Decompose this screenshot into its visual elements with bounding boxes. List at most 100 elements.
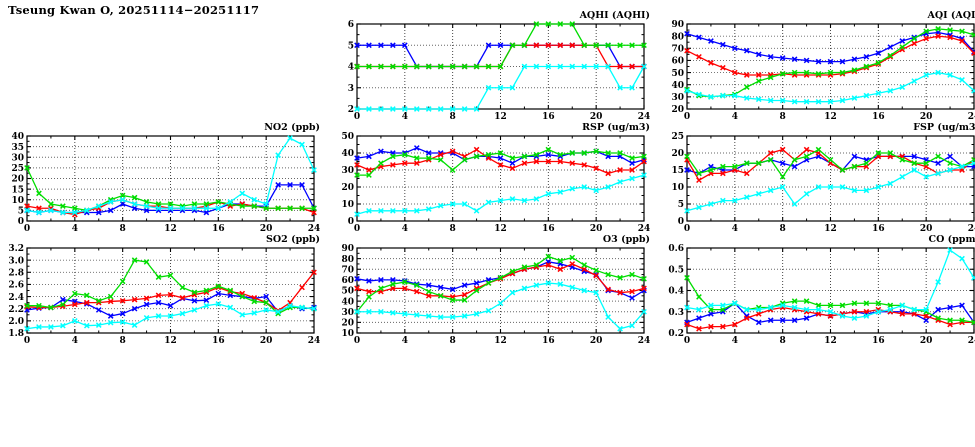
page-title: Tseung Kwan O, 20251114−20251117 bbox=[8, 3, 260, 17]
svg-text:12: 12 bbox=[494, 112, 507, 122]
chart-title-fsp: FSP (ug/m3) bbox=[913, 122, 975, 133]
series-cyan-fsp bbox=[684, 160, 975, 214]
svg-text:40: 40 bbox=[341, 149, 354, 159]
svg-text:20: 20 bbox=[920, 336, 933, 346]
svg-text:16: 16 bbox=[872, 336, 885, 346]
svg-text:90: 90 bbox=[341, 244, 354, 254]
svg-text:0: 0 bbox=[684, 224, 690, 234]
svg-text:4: 4 bbox=[402, 336, 408, 346]
svg-text:40: 40 bbox=[671, 81, 684, 91]
series-cyan-so2 bbox=[24, 301, 317, 332]
svg-text:0: 0 bbox=[18, 217, 24, 227]
svg-text:2.6: 2.6 bbox=[8, 281, 24, 291]
chart-canvas-fsp: 0 5 10 15 20 25 0 4 8 12 16 20 24 bbox=[671, 132, 975, 234]
svg-text:50: 50 bbox=[341, 287, 354, 297]
svg-text:2: 2 bbox=[348, 105, 354, 115]
series-cyan-aqhi bbox=[354, 63, 647, 112]
svg-text:6: 6 bbox=[348, 20, 354, 30]
svg-text:2.0: 2.0 bbox=[8, 317, 24, 327]
svg-text:40: 40 bbox=[11, 132, 24, 142]
svg-text:20: 20 bbox=[341, 183, 354, 193]
svg-text:8: 8 bbox=[120, 336, 126, 346]
svg-text:0.6: 0.6 bbox=[668, 244, 684, 254]
svg-text:8: 8 bbox=[120, 224, 126, 234]
svg-text:16: 16 bbox=[542, 224, 555, 234]
series-red-aqi bbox=[684, 33, 975, 78]
svg-text:2.8: 2.8 bbox=[8, 268, 24, 278]
svg-text:20: 20 bbox=[341, 319, 354, 329]
svg-text:12: 12 bbox=[494, 336, 507, 346]
svg-text:0.4: 0.4 bbox=[668, 287, 684, 297]
svg-text:16: 16 bbox=[542, 112, 555, 122]
chart-canvas-so2: 1.8 2.0 2.2 2.4 2.6 2.8 3.0 3.2 0 4 8 12 16 20 24 bbox=[8, 244, 321, 346]
chart-title-aqi: AQI (AQI) bbox=[927, 10, 975, 21]
chart-panel-no2: NO2 (ppb) 0 5 10 15 20 25 30 35 40 0 4 8 12 16 20 24 bbox=[0, 122, 330, 234]
svg-text:20: 20 bbox=[260, 224, 273, 234]
svg-text:12: 12 bbox=[164, 224, 177, 234]
svg-text:15: 15 bbox=[11, 185, 24, 195]
svg-text:24: 24 bbox=[308, 224, 321, 234]
svg-text:12: 12 bbox=[824, 112, 837, 122]
svg-text:4: 4 bbox=[402, 112, 408, 122]
svg-text:4: 4 bbox=[732, 224, 738, 234]
svg-text:0: 0 bbox=[348, 217, 354, 227]
svg-text:12: 12 bbox=[824, 224, 837, 234]
series-cyan-co bbox=[684, 247, 975, 321]
chart-panel-so2: SO2 (ppb) 1.8 2.0 2.2 2.4 2.6 2.8 3.0 3.2 0 4 8 12 16… bbox=[0, 234, 330, 346]
chart-panel-co: CO (ppm) 0.2 0.3 0.4 0.5 0.6 0 4 8 12 16 20 24 bbox=[660, 234, 975, 346]
svg-text:50: 50 bbox=[341, 132, 354, 142]
series-green-so2 bbox=[24, 257, 317, 317]
svg-text:8: 8 bbox=[450, 336, 456, 346]
svg-text:0.2: 0.2 bbox=[668, 329, 684, 339]
series-green-aqhi bbox=[354, 21, 647, 70]
svg-text:24: 24 bbox=[968, 224, 975, 234]
svg-text:90: 90 bbox=[671, 20, 684, 30]
series-blue-o3 bbox=[354, 258, 647, 301]
chart-title-rsp: RSP (ug/m3) bbox=[582, 122, 650, 133]
chart-panel-aqi: AQI (AQI) 20 30 40 50 60 70 80 90 0 4 8 12 16 20 24 bbox=[660, 10, 975, 122]
svg-text:30: 30 bbox=[341, 308, 354, 318]
svg-text:50: 50 bbox=[671, 69, 684, 79]
svg-text:4: 4 bbox=[72, 336, 78, 346]
series-cyan-aqi bbox=[684, 69, 975, 105]
svg-text:20: 20 bbox=[590, 224, 603, 234]
svg-text:35: 35 bbox=[11, 143, 24, 153]
svg-text:8: 8 bbox=[780, 336, 786, 346]
series-green-o3 bbox=[354, 253, 647, 315]
svg-text:70: 70 bbox=[341, 265, 354, 275]
svg-text:12: 12 bbox=[494, 224, 507, 234]
svg-text:0: 0 bbox=[354, 336, 360, 346]
svg-text:80: 80 bbox=[671, 32, 684, 42]
svg-text:20: 20 bbox=[590, 336, 603, 346]
svg-text:24: 24 bbox=[638, 224, 651, 234]
svg-text:24: 24 bbox=[968, 112, 975, 122]
svg-text:70: 70 bbox=[671, 44, 684, 54]
svg-text:4: 4 bbox=[732, 112, 738, 122]
svg-text:24: 24 bbox=[638, 336, 651, 346]
svg-text:25: 25 bbox=[671, 132, 684, 142]
svg-text:0: 0 bbox=[354, 112, 360, 122]
series-cyan-rsp bbox=[354, 172, 647, 218]
svg-text:0: 0 bbox=[684, 112, 690, 122]
svg-text:24: 24 bbox=[968, 336, 975, 346]
chart-panel-aqhi: AQHI (AQHI) 2 3 4 5 6 0 4 8 12 16 20 24 bbox=[330, 10, 660, 122]
svg-text:0: 0 bbox=[678, 217, 684, 227]
svg-text:16: 16 bbox=[212, 224, 225, 234]
svg-text:0.5: 0.5 bbox=[668, 265, 684, 275]
chart-title-so2: SO2 (ppb) bbox=[266, 234, 320, 245]
chart-title-o3: O3 (ppb) bbox=[602, 234, 650, 245]
svg-text:1.8: 1.8 bbox=[8, 329, 24, 339]
svg-text:5: 5 bbox=[678, 200, 684, 210]
svg-text:10: 10 bbox=[341, 329, 354, 339]
svg-text:60: 60 bbox=[341, 276, 354, 286]
svg-text:8: 8 bbox=[780, 112, 786, 122]
svg-text:20: 20 bbox=[260, 336, 273, 346]
svg-text:24: 24 bbox=[308, 336, 321, 346]
svg-text:24: 24 bbox=[638, 112, 651, 122]
svg-text:20: 20 bbox=[671, 149, 684, 159]
svg-text:10: 10 bbox=[341, 200, 354, 210]
svg-text:4: 4 bbox=[402, 224, 408, 234]
svg-text:12: 12 bbox=[824, 336, 837, 346]
svg-text:0: 0 bbox=[24, 336, 30, 346]
